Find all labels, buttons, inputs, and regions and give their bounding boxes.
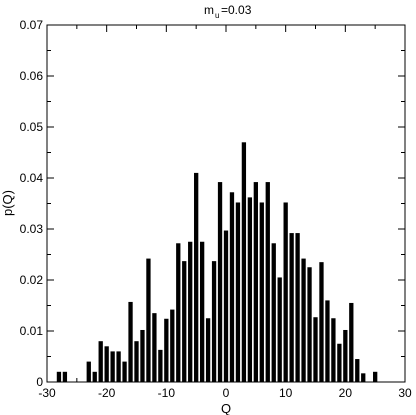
histogram-bar [110,351,115,382]
histogram-bar [373,371,378,382]
histogram-bar [235,202,241,382]
histogram-bar [152,313,157,382]
histogram-bar [176,243,181,382]
histogram-bar [265,182,270,382]
histogram-bar [104,346,109,382]
histogram-bar [158,349,163,382]
histogram-bar [283,202,288,382]
y-tick-label: 0.04 [20,171,44,185]
histogram-bar [313,317,318,382]
histogram-bar [122,361,127,382]
histogram-bar [259,202,264,382]
histogram-bar [337,343,342,382]
histogram-bar [229,192,235,382]
x-tick-label: -20 [98,386,116,400]
histogram-bar [241,142,247,382]
histogram-bar [349,302,354,382]
histogram-bar [319,262,324,382]
histogram-bar [199,241,205,382]
histogram-bar [92,371,97,382]
y-tick-label: 0.03 [20,222,44,236]
x-tick-label: 30 [398,386,412,400]
histogram-bar [134,341,139,382]
histogram-bar [271,243,276,382]
histogram-bar [128,301,133,382]
histogram-bar [188,241,193,382]
x-tick-label: 10 [279,386,293,400]
histogram-bar [182,261,187,382]
histogram-bar [295,233,300,382]
x-axis-label: Q [221,401,231,415]
histogram-bar [164,318,169,382]
y-tick-label: 0.02 [20,273,44,287]
histogram-bar [56,371,62,382]
histogram-bar [289,233,294,382]
histogram-bar [247,197,253,382]
histogram-bar [253,182,258,382]
histogram-bar [361,373,366,382]
histogram-bar [277,277,282,382]
histogram-bar [170,309,175,382]
title-subscript: u [215,11,219,20]
histogram-bar [343,329,348,382]
histogram-bar [146,258,151,382]
chart-title: m u =0.03 [204,3,252,20]
y-axis-label: p(Q) [0,190,15,216]
y-tick-label: 0 [36,375,43,389]
histogram-bar [307,267,312,382]
y-tick-label: 0.06 [20,69,44,83]
title-main: m [204,3,214,17]
x-tick-label: -30 [38,386,56,400]
histogram-bar [116,351,121,382]
x-tick-label: 0 [223,386,230,400]
histogram-bar [355,359,360,382]
histogram-bar [325,300,330,382]
histogram-bar [98,341,103,382]
histogram-bar [331,318,336,382]
histogram-bar [194,172,199,382]
histogram-bar [86,361,91,382]
x-tick-label: -10 [158,386,176,400]
x-tick-label: 20 [339,386,353,400]
y-tick-label: 0.07 [20,18,44,32]
y-tick-label: 0.05 [20,120,44,134]
histogram-bar [205,318,211,382]
histogram-bar [301,258,306,382]
bars-group [56,142,378,382]
histogram-bar [62,371,68,382]
histogram-bar [211,261,217,382]
y-tick-label: 0.01 [20,324,44,338]
histogram-bar [140,329,145,382]
histogram-bar [217,182,223,382]
axis-ticks: -30 -20 -10 0 10 20 30 0 0.01 0.02 0.03 0.04 0.05 0.0… [20,18,412,400]
histogram-bar [223,230,229,382]
title-suffix: =0.03 [221,3,252,17]
